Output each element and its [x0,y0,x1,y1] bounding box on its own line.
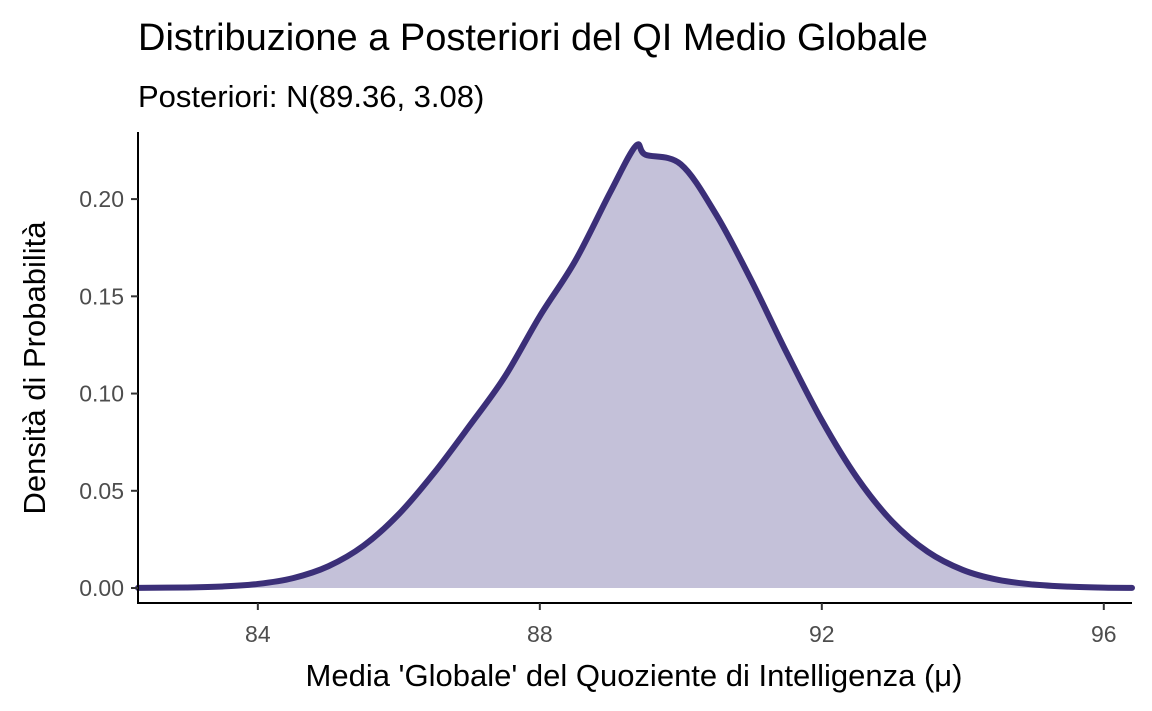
chart-subtitle: Posteriori: N(89.36, 3.08) [138,79,484,114]
x-tick-label: 88 [527,621,553,647]
posterior-density-area [138,144,1132,589]
posterior-density-line [135,141,1135,591]
y-axis-ticks: 0.00 0.05 0.10 0.15 0.20 [79,186,138,601]
plot-area [135,141,1135,591]
y-tick-label: 0.10 [79,381,124,407]
x-tick-label: 84 [245,621,271,647]
y-tick-label: 0.05 [79,478,124,504]
chart-title: Distribuzione a Posteriori del QI Medio … [138,17,928,59]
y-tick-label: 0.15 [79,283,124,309]
x-axis-ticks: 84 88 92 96 [245,603,1117,647]
x-tick-label: 96 [1091,621,1117,647]
x-axis-title: Media 'Globale' del Quoziente di Intelli… [306,658,963,693]
x-tick-label: 92 [809,621,835,647]
y-tick-label: 0.20 [79,186,124,212]
y-tick-label: 0.00 [79,575,124,601]
y-axis-title: Densità di Probabilità [17,221,52,515]
